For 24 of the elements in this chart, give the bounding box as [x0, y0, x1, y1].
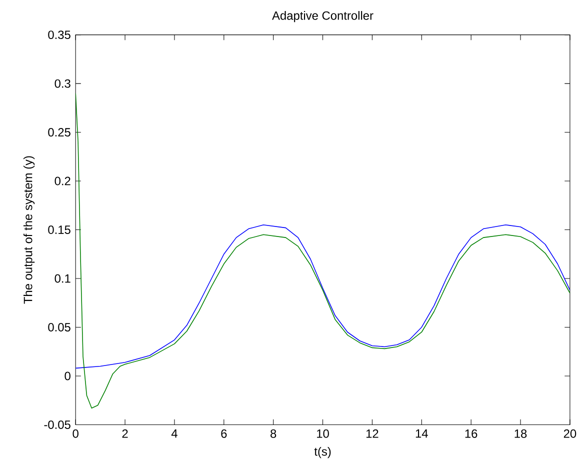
x-axis-title: t(s)	[314, 446, 331, 458]
y-tick-label: 0.05	[48, 322, 70, 332]
x-tick-label: 2	[122, 429, 128, 438]
x-tick-label: 16	[465, 429, 478, 438]
y-tick-label: -0.05	[44, 420, 70, 429]
y-tick-label: 0.15	[48, 225, 70, 234]
x-tick-label: 10	[317, 429, 329, 438]
y-tick-label: 0.3	[54, 79, 70, 88]
x-tick-label: 18	[514, 429, 527, 438]
y-tick-label: 0.25	[48, 128, 70, 136]
chart-title: Adaptive Controller	[272, 10, 374, 22]
y-tick-label: 0.35	[48, 30, 70, 39]
y-tick-label: 0.1	[54, 274, 70, 282]
x-tick-label: 12	[366, 429, 378, 438]
line-series	[76, 224, 570, 368]
x-tick-label: 0	[72, 429, 78, 438]
x-tick-label: 20	[564, 429, 576, 438]
x-tick-label: 4	[171, 429, 178, 438]
y-tick-label: 0.2	[54, 176, 70, 186]
x-tick-label: 14	[416, 429, 428, 438]
y-tick-label: 0	[64, 372, 70, 380]
x-tick-label: 6	[221, 429, 227, 438]
y-axis-title: The output of the system (y)	[23, 156, 35, 304]
x-tick-label: 8	[270, 429, 276, 438]
